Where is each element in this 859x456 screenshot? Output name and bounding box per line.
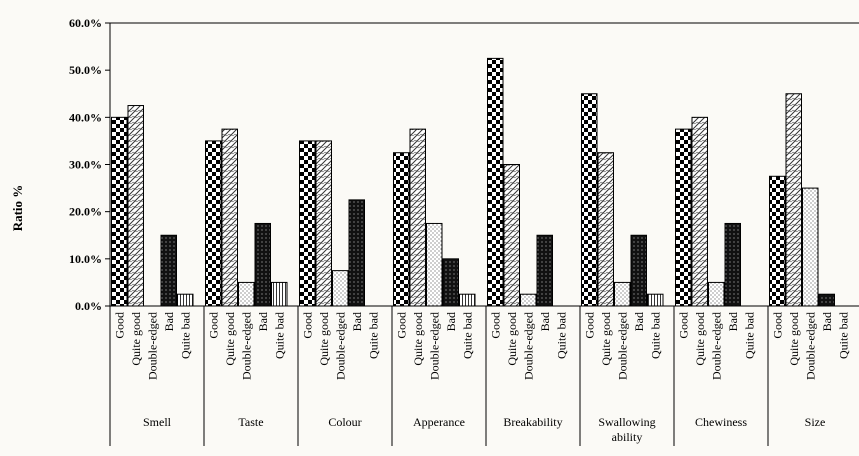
bar <box>769 175 786 307</box>
bar <box>254 222 271 307</box>
bar <box>459 293 476 307</box>
response-tick-label: Double-edged <box>239 312 253 380</box>
bar <box>426 222 443 307</box>
response-tick-label: Double-edged <box>521 312 535 380</box>
response-tick-label: Quite good <box>223 312 237 366</box>
group-label: Taste <box>238 415 263 429</box>
response-tick-label: Good <box>300 312 314 339</box>
y-axis-label: Ratio % <box>10 185 25 232</box>
y-tick-label: 0.0% <box>75 299 102 313</box>
response-tick-label: Bad <box>350 312 364 331</box>
response-tick-label: Quite bad <box>742 312 756 359</box>
group-label: Colour <box>328 415 361 429</box>
response-tick-label: Quite bad <box>178 312 192 359</box>
bar <box>536 234 553 307</box>
response-tick-label: Bad <box>162 312 176 331</box>
bar <box>503 164 520 307</box>
response-tick-label: Good <box>488 312 502 339</box>
bar <box>111 116 128 307</box>
response-tick-label: Quite bad <box>836 312 850 359</box>
response-tick-label: Good <box>582 312 596 339</box>
response-tick-label: Good <box>676 312 690 339</box>
bar <box>409 128 426 307</box>
response-tick-label: Quite good <box>693 312 707 366</box>
bar <box>205 140 222 307</box>
x-axis: Good Quite good Double-edged Bad Quite badSm… <box>109 306 850 446</box>
response-tick-label: Good <box>112 312 126 339</box>
bar <box>520 293 537 307</box>
bar <box>802 187 819 307</box>
bar <box>675 128 692 307</box>
bar <box>315 140 332 307</box>
bar <box>271 281 288 307</box>
y-tick-label: 20.0% <box>69 205 102 219</box>
bar <box>127 105 144 307</box>
response-tick-label: Bad <box>632 312 646 331</box>
response-tick-label: Quite good <box>317 312 331 366</box>
bar <box>487 57 504 307</box>
bar <box>238 281 255 307</box>
response-tick-label: Double-edged <box>333 312 347 380</box>
response-tick-label: Quite good <box>129 312 143 366</box>
bar <box>442 258 459 307</box>
response-tick-label: Quite good <box>787 312 801 366</box>
response-tick-label: Double-edged <box>615 312 629 380</box>
bar <box>785 93 802 307</box>
response-tick-label: Quite bad <box>554 312 568 359</box>
response-tick-label: Good <box>770 312 784 339</box>
bar <box>630 234 647 307</box>
group-label: Breakability <box>503 415 562 429</box>
y-tick-label: 10.0% <box>69 252 102 266</box>
response-tick-label: Bad <box>726 312 740 331</box>
y-tick-label: 40.0% <box>69 110 102 124</box>
response-tick-label: Quite good <box>505 312 519 366</box>
response-tick-label: Bad <box>444 312 458 331</box>
bar <box>614 281 631 307</box>
response-tick-label: Bad <box>256 312 270 331</box>
response-tick-label: Bad <box>538 312 552 331</box>
bars <box>111 57 835 307</box>
group-label: Size <box>805 415 826 429</box>
bar <box>348 199 365 307</box>
response-tick-label: Quite bad <box>648 312 662 359</box>
bar <box>332 270 349 307</box>
bar <box>393 152 410 307</box>
bar <box>818 293 835 307</box>
bar <box>177 293 194 307</box>
response-tick-label: Quite good <box>599 312 613 366</box>
group-label: Smell <box>143 415 172 429</box>
y-tick-label: 60.0% <box>69 16 102 30</box>
bar <box>581 93 598 307</box>
bar <box>299 140 316 307</box>
bar <box>647 293 664 307</box>
response-tick-label: Quite bad <box>272 312 286 359</box>
response-tick-label: Good <box>394 312 408 339</box>
bar <box>691 116 708 307</box>
response-tick-label: Bad <box>820 312 834 331</box>
y-tick-label: 50.0% <box>69 63 102 77</box>
response-tick-label: Good <box>206 312 220 339</box>
bar <box>724 222 741 307</box>
bar <box>160 234 177 307</box>
bar <box>597 152 614 307</box>
response-tick-label: Double-edged <box>709 312 723 380</box>
response-tick-label: Double-edged <box>803 312 817 380</box>
y-tick-label: 30.0% <box>69 158 102 172</box>
response-tick-label: Quite bad <box>366 312 380 359</box>
response-tick-label: Quite good <box>411 312 425 366</box>
response-tick-label: Quite bad <box>460 312 474 359</box>
bar <box>221 128 238 307</box>
group-label: Swallowing ability <box>598 415 655 444</box>
response-tick-label: Double-edged <box>427 312 441 380</box>
bar <box>708 281 725 307</box>
group-label: Apperance <box>413 415 465 429</box>
group-label: Chewiness <box>695 415 747 429</box>
response-tick-label: Double-edged <box>145 312 159 380</box>
